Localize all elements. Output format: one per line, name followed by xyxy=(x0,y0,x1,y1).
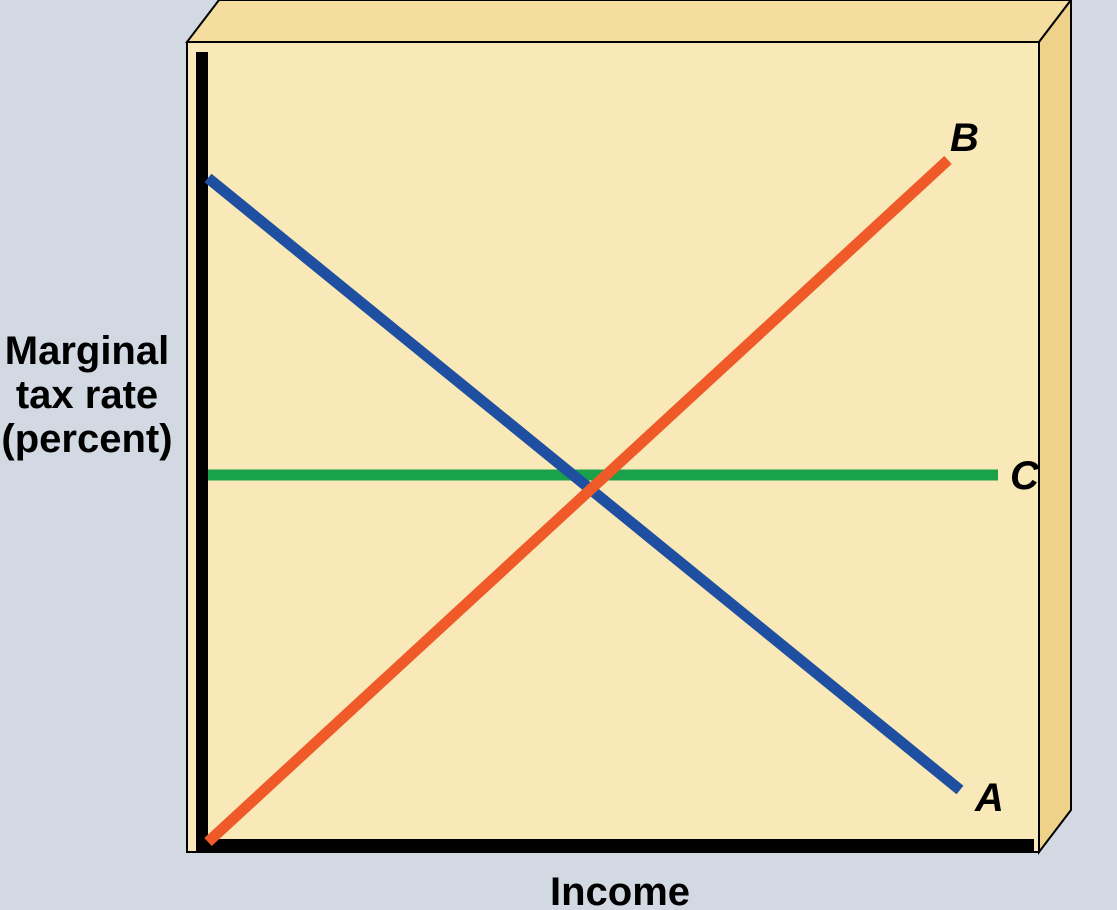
series-label-a: A xyxy=(975,776,1004,821)
y-axis-label: Marginal tax rate (percent) xyxy=(0,329,175,461)
y-axis-label-line3: (percent) xyxy=(0,417,175,461)
series-label-b: B xyxy=(950,116,979,161)
page: Marginal tax rate (percent) Income A B C xyxy=(0,0,1117,910)
y-axis-label-line2: tax rate xyxy=(0,373,175,417)
x-axis-label: Income xyxy=(420,870,820,910)
y-axis-label-line1: Marginal xyxy=(0,329,175,373)
series-label-c: C xyxy=(1010,454,1039,499)
